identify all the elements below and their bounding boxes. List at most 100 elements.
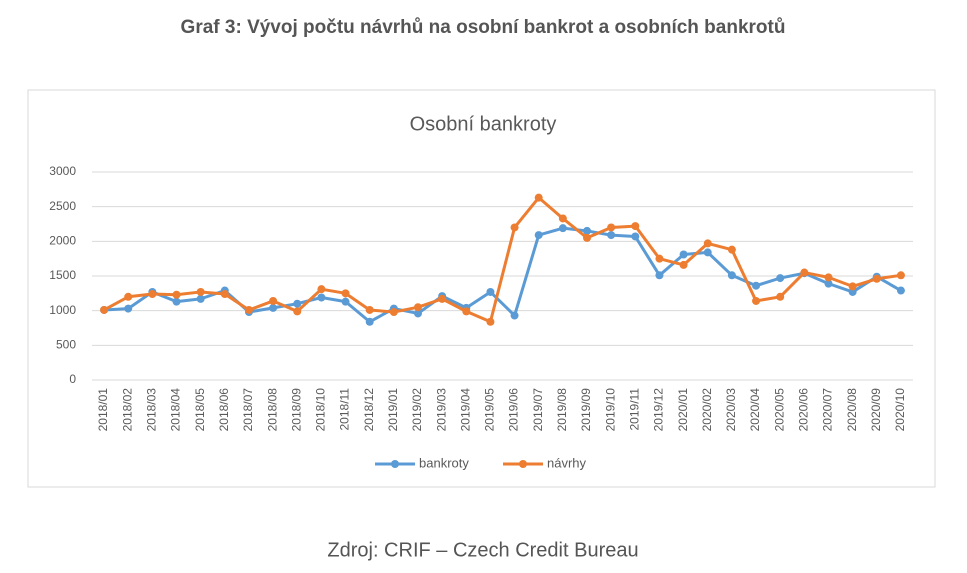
x-tick-label: 2019/06 (507, 388, 521, 432)
x-tick-label: 2018/07 (241, 388, 255, 432)
point (655, 254, 664, 263)
point (896, 286, 905, 295)
x-tick-label: 2018/04 (169, 388, 183, 432)
x-tick-label: 2019/02 (410, 388, 424, 432)
x-tick-label: 2018/11 (338, 388, 352, 431)
chart-title: Osobní bankroty (410, 113, 557, 135)
x-tick-label: 2018/09 (289, 388, 303, 432)
legend-label: bankroty (419, 455, 469, 470)
point (607, 231, 616, 240)
point (365, 305, 374, 314)
point (583, 233, 592, 242)
x-tick-label: 2019/05 (483, 388, 497, 432)
point (462, 307, 471, 316)
point (558, 224, 567, 233)
point (510, 311, 519, 320)
point (703, 248, 712, 257)
point (172, 297, 181, 306)
y-tick-label: 3000 (49, 164, 76, 178)
x-tick-label: 2018/08 (265, 388, 279, 432)
x-tick-label: 2019/09 (579, 388, 593, 432)
x-tick-label: 2020/07 (821, 388, 835, 432)
point (679, 260, 688, 269)
point (317, 293, 326, 302)
point (534, 231, 543, 240)
y-tick-label: 1500 (49, 268, 76, 282)
x-tick-label: 2020/09 (869, 388, 883, 432)
x-tick-label: 2020/10 (893, 388, 907, 432)
point (727, 271, 736, 280)
x-tick-label: 2018/01 (96, 388, 110, 432)
point (534, 193, 543, 202)
point (486, 317, 495, 326)
x-tick-label: 2018/02 (120, 388, 134, 432)
point (631, 222, 640, 231)
x-tick-label: 2020/06 (797, 388, 811, 432)
point (220, 290, 229, 299)
point (365, 317, 374, 326)
point (752, 296, 761, 305)
point (896, 271, 905, 280)
y-tick-label: 1000 (49, 303, 76, 317)
point (824, 279, 833, 288)
chart-frame (27, 89, 936, 488)
x-tick-label: 2019/08 (555, 388, 569, 432)
y-tick-label: 500 (56, 338, 76, 352)
point (341, 297, 350, 306)
point (293, 299, 302, 308)
point (124, 292, 133, 301)
point (317, 285, 326, 294)
x-tick-label: 2018/03 (145, 388, 159, 432)
x-tick-label: 2020/04 (748, 388, 762, 432)
point (703, 239, 712, 248)
point (124, 304, 133, 313)
x-tick-label: 2019/07 (531, 388, 545, 432)
x-tick-label: 2019/10 (603, 388, 617, 432)
point (438, 294, 447, 303)
y-tick-label: 2000 (49, 234, 76, 248)
point (148, 290, 157, 299)
point (100, 305, 109, 314)
page-heading: Graf 3: Vývoj počtu návrhů na osobní ban… (181, 17, 786, 38)
point (679, 250, 688, 259)
x-tick-label: 2020/05 (772, 388, 786, 432)
source-note: Zdroj: CRIF – Czech Credit Bureau (327, 539, 638, 561)
x-tick-label: 2020/02 (700, 388, 714, 432)
point (486, 287, 495, 296)
point (848, 287, 857, 296)
point (558, 214, 567, 223)
x-tick-label: 2018/05 (193, 388, 207, 432)
point (293, 307, 302, 316)
point (824, 273, 833, 282)
x-tick-label: 2019/03 (434, 388, 448, 432)
x-tick-label: 2020/01 (676, 388, 690, 432)
point (872, 274, 881, 283)
x-tick-label: 2020/03 (724, 388, 738, 432)
point (752, 281, 761, 290)
legend-marker (519, 460, 527, 468)
point (413, 303, 422, 312)
point (172, 290, 181, 299)
x-tick-label: 2019/12 (652, 388, 666, 432)
point (727, 245, 736, 254)
point (631, 232, 640, 241)
x-tick-label: 2019/04 (458, 388, 472, 432)
point (269, 303, 278, 312)
point (244, 305, 253, 314)
series-line (103, 196, 902, 324)
point (269, 296, 278, 305)
x-tick-label: 2019/11 (627, 388, 641, 431)
x-tick-label: 2018/10 (314, 388, 328, 432)
y-tick-label: 0 (69, 372, 76, 386)
point (196, 287, 205, 296)
x-tick-label: 2020/08 (845, 388, 859, 432)
point (510, 223, 519, 232)
x-tick-label: 2018/12 (362, 388, 376, 432)
legend-marker (391, 460, 399, 468)
point (196, 294, 205, 303)
y-tick-label: 2500 (49, 199, 76, 213)
point (583, 226, 592, 235)
point (341, 289, 350, 298)
point (848, 282, 857, 291)
